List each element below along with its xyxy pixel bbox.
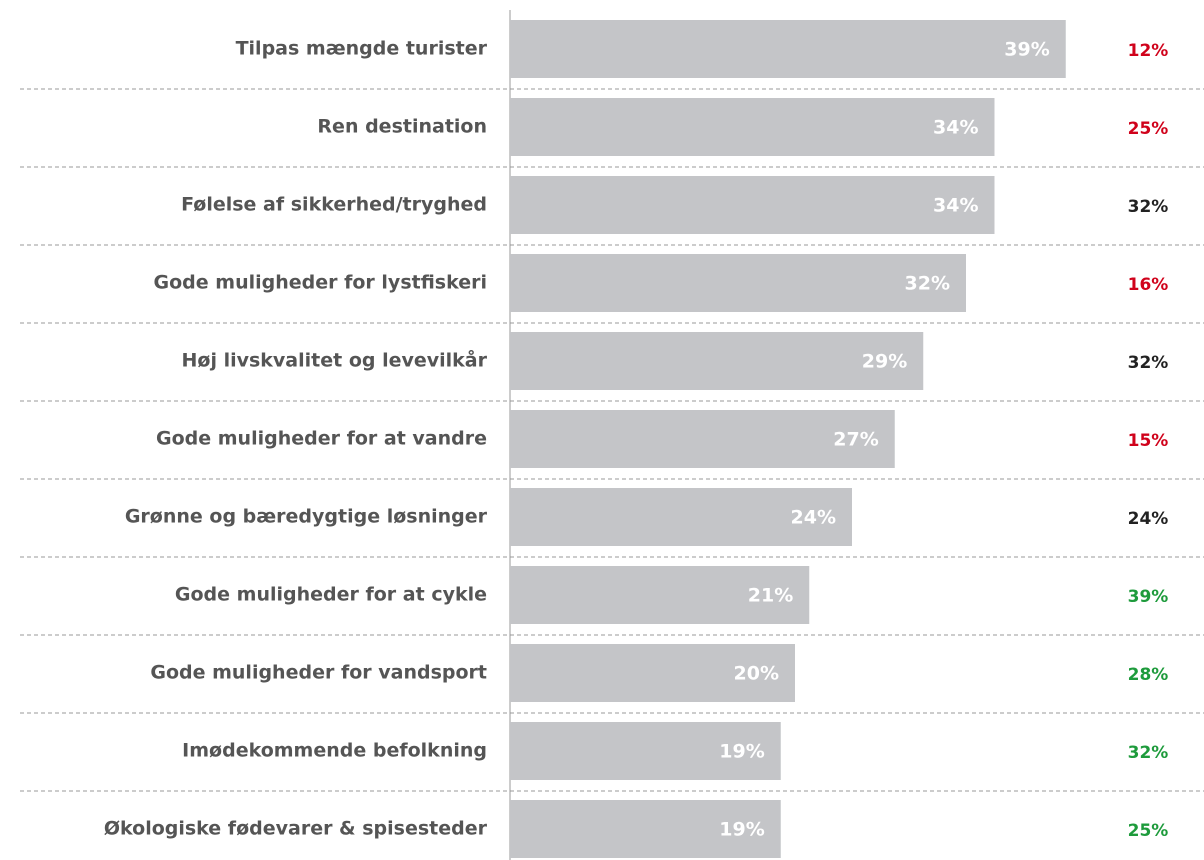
comparison-label: 32% xyxy=(1128,353,1169,373)
value-label: 34% xyxy=(933,117,978,139)
category-label: Imødekommende befolkning xyxy=(182,740,487,762)
comparison-label: 25% xyxy=(1128,821,1169,841)
category-label: Gode muligheder for vandsport xyxy=(150,662,487,684)
category-label: Gode muligheder for at vandre xyxy=(156,428,487,450)
value-label: 20% xyxy=(734,663,779,685)
value-label: 29% xyxy=(862,351,907,373)
value-label: 34% xyxy=(933,195,978,217)
bar xyxy=(510,254,966,312)
category-label: Gode muligheder for at cykle xyxy=(175,584,487,606)
category-label: Gode muligheder for lystfiskeri xyxy=(154,272,487,294)
bar xyxy=(510,98,995,156)
bar xyxy=(510,644,795,702)
category-label: Økologiske fødevarer & spisesteder xyxy=(104,818,488,840)
value-label: 39% xyxy=(1004,39,1049,61)
bar xyxy=(510,800,781,858)
comparison-label: 24% xyxy=(1128,509,1169,529)
bar xyxy=(510,20,1066,78)
bar xyxy=(510,332,924,390)
comparison-label: 12% xyxy=(1128,41,1169,61)
category-label: Høj livskvalitet og levevilkår xyxy=(181,348,487,372)
value-label: 32% xyxy=(905,273,950,295)
comparison-label: 16% xyxy=(1128,275,1169,295)
value-label: 19% xyxy=(719,741,764,763)
comparison-label: 25% xyxy=(1128,119,1169,139)
comparison-label: 32% xyxy=(1128,197,1169,217)
value-label: 27% xyxy=(833,429,878,451)
category-label: Grønne og bæredygtige løsninger xyxy=(125,506,488,528)
bar xyxy=(510,410,895,468)
comparison-label: 28% xyxy=(1128,665,1169,685)
category-label: Tilpas mængde turister xyxy=(236,38,488,60)
category-label: Ren destination xyxy=(317,116,487,138)
bar xyxy=(510,176,995,234)
comparison-label: 39% xyxy=(1128,587,1169,607)
category-label: Følelse af sikkerhed/tryghed xyxy=(181,194,487,216)
bar xyxy=(510,488,852,546)
value-label: 24% xyxy=(791,507,836,529)
bar xyxy=(510,722,781,780)
value-label: 19% xyxy=(719,819,764,841)
comparison-label: 15% xyxy=(1128,431,1169,451)
value-label: 21% xyxy=(748,585,793,607)
comparison-label: 32% xyxy=(1128,743,1169,763)
bar xyxy=(510,566,810,624)
